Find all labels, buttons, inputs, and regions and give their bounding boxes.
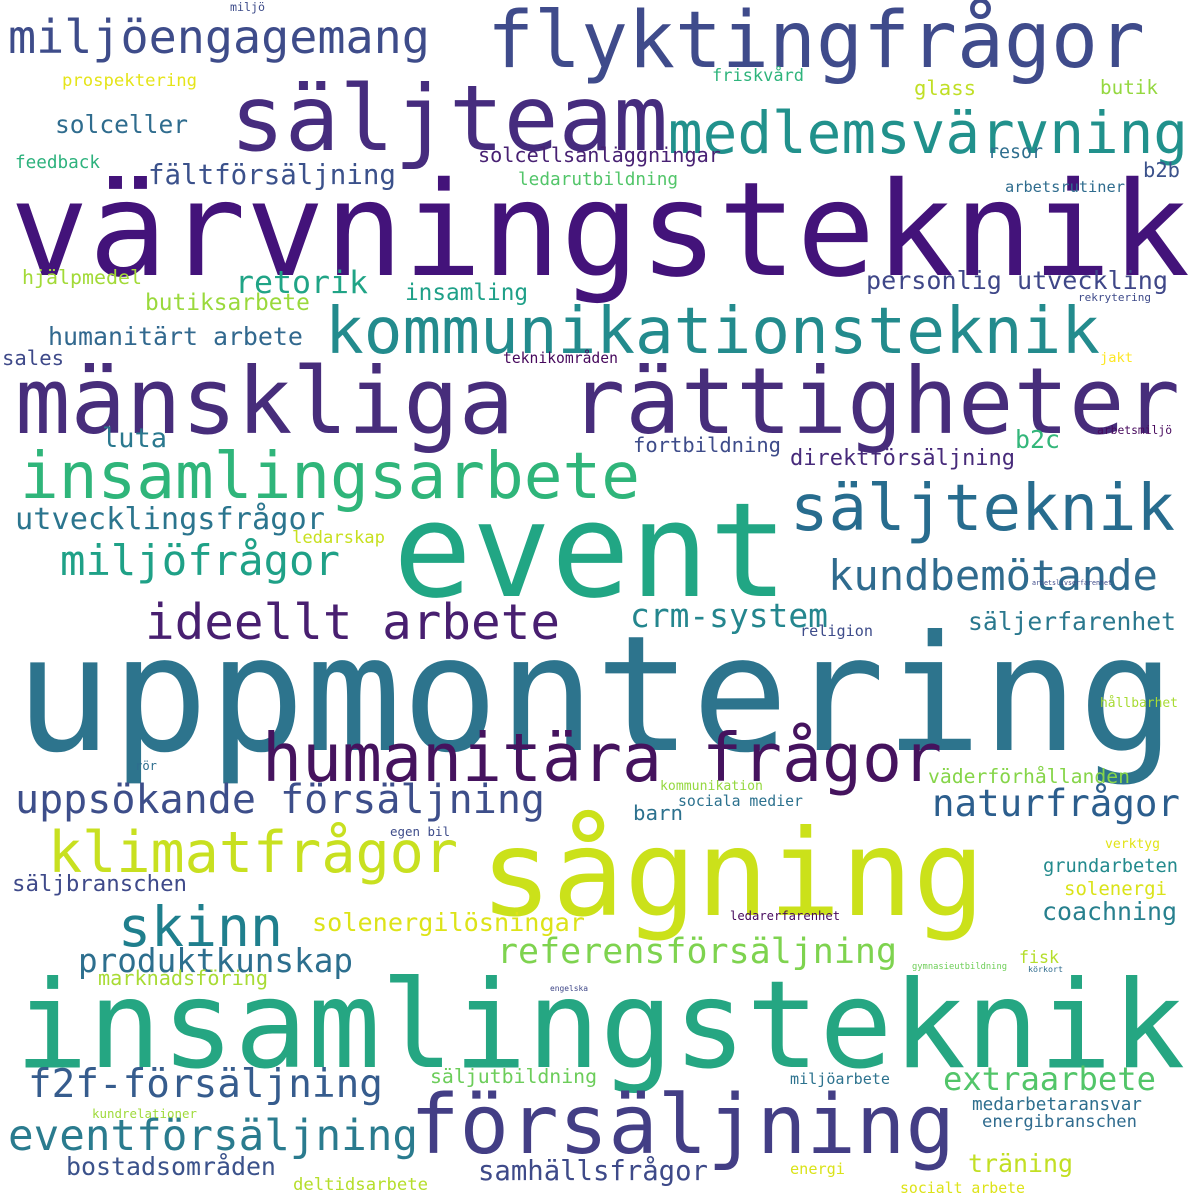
word-friskvard: friskvård <box>712 66 805 86</box>
word-saljteknik: säljteknik <box>790 472 1175 546</box>
word-flyktingfragor: flyktingfrågor <box>487 0 1145 86</box>
word-kommunikation: kommunikation <box>660 779 763 794</box>
word-saljteam: säljteam <box>230 67 668 172</box>
word-feedback: feedback <box>15 153 100 173</box>
word-socialt-arbete: socialt arbete <box>900 1180 1025 1197</box>
word-eventforsaljning: eventförsäljning <box>8 1111 418 1161</box>
word-samhallsfragor: samhällsfrågor <box>478 1156 708 1187</box>
word-klimatfragor: klimatfrågor <box>48 820 458 886</box>
word-teknikomraden: teknikområden <box>503 350 618 367</box>
word-prospektering: prospektering <box>62 71 198 91</box>
word-energibranschen: energibranschen <box>982 1112 1137 1132</box>
word-fortbildning: fortbildning <box>633 433 781 457</box>
word-sociala-medier: sociala medier <box>678 793 803 810</box>
word-ledarutbildning: ledarutbildning <box>518 170 679 190</box>
word-uppsokande-forsaljning: uppsökande försäljning <box>15 777 546 823</box>
word-butik: butik <box>1100 76 1158 99</box>
word-hallbarhet: hållbarhet <box>1100 696 1178 711</box>
word-skinn: skinn <box>118 895 283 959</box>
word-medarbetaransvar: medarbetaransvar <box>972 1095 1142 1115</box>
word-direktforsaljning: direktförsäljning <box>790 446 1016 471</box>
word-gymnasieutbildning: gymnasieutbildning <box>912 962 1007 972</box>
word-f2f-forsaljning: f2f-försäljning <box>28 1062 383 1107</box>
word-traning: träning <box>968 1149 1073 1178</box>
word-varvningsteknik: värvningsteknik <box>10 154 1190 306</box>
word-verktyg: verktyg <box>1105 837 1160 852</box>
word-naturfragor: naturfrågor <box>932 781 1180 825</box>
word-referensforsaljning: referensförsäljning <box>497 932 898 972</box>
word-miljoarbete: miljöarbete <box>790 1070 890 1088</box>
word-produktkunskap: produktkunskap <box>78 942 353 980</box>
word-resor: resor <box>988 142 1043 163</box>
word-b2c: b2c <box>1015 425 1060 454</box>
word-engelska: engelska <box>550 984 589 993</box>
word-uppmontering: uppmontering <box>15 601 1176 788</box>
word-crm-system: crm-system <box>630 596 828 635</box>
word-energi: energi <box>790 1160 845 1178</box>
word-forsaljning: försäljning <box>410 1078 956 1173</box>
word-barn: barn <box>633 801 683 825</box>
word-solcellsanlaggningar: solcellsanläggningar <box>478 143 721 167</box>
word-sales: sales <box>2 346 64 370</box>
word-sagning: sågning <box>480 805 985 944</box>
word-hjalpmedel: hjälpmedel <box>22 266 142 289</box>
word-miljo: miljö <box>230 0 265 14</box>
word-saljbranschen: säljbranschen <box>12 871 187 897</box>
word-miljoengagemang: miljöengagemang <box>8 11 430 65</box>
word-butiksarbete: butiksarbete <box>145 290 310 316</box>
word-fisk: fisk <box>1019 948 1059 967</box>
word-insamlingsarbete: insamlingsarbete <box>20 439 640 514</box>
word-medlemsvarvning: medlemsvärvning <box>668 100 1188 167</box>
word-arbetsrutiner: arbetsrutiner <box>1005 178 1125 196</box>
word-manskliga-rattigheter: mänskliga rättigheter <box>15 347 1180 455</box>
word-retorik: retorik <box>235 265 368 301</box>
word-event: event <box>393 474 789 627</box>
word-utvecklingsfragor: utvecklingsfrågor <box>15 502 325 537</box>
word-vaderforhallanden: väderförhållanden <box>928 765 1130 788</box>
word-saljutbildning: säljutbildning <box>430 1065 598 1088</box>
word-kommunikationsteknik: kommunikationsteknik <box>325 294 1100 369</box>
word-extraarbete: extraarbete <box>943 1060 1156 1098</box>
word-humanitart-arbete: humanitärt arbete <box>48 322 303 351</box>
word-egen-bil: egen bil <box>390 824 450 839</box>
word-solenergi: solenergi <box>1064 878 1167 900</box>
word-arbetsmiljo: arbetsmiljö <box>1097 423 1173 437</box>
word-arbetslivserfarenhet: arbetslivserfarenhet <box>1032 579 1113 587</box>
word-faltforsaljning: fältförsäljning <box>148 160 396 191</box>
word-ledarskap: ledarskap <box>292 528 385 548</box>
word-solenergilosningar: solenergilösningar <box>312 908 585 937</box>
word-marknadsforing: marknadsföring <box>98 966 269 990</box>
word-grundarbeten: grundarbeten <box>1043 856 1179 877</box>
word-solceller: solceller <box>55 110 189 139</box>
word-ror: rör <box>135 759 158 773</box>
word-miljofragor: miljöfrågor <box>60 536 340 585</box>
word-luta: luta <box>102 423 167 454</box>
word-insamling: insamling <box>405 280 529 306</box>
word-glass: glass <box>914 76 976 100</box>
word-bostadsomraden: bostadsområden <box>66 1152 276 1181</box>
word-kundbemotande: kundbemötande <box>828 551 1158 600</box>
word-saljerfarenhet: säljerfarenhet <box>968 607 1176 636</box>
word-deltidsarbete: deltidsarbete <box>293 1175 429 1195</box>
word-coachning: coachning <box>1042 897 1177 926</box>
word-b2b: b2b <box>1143 158 1180 182</box>
word-religion: religion <box>800 622 873 640</box>
word-insamlingsteknik: insamlingsteknik <box>15 954 1186 1096</box>
word-humanitara-fragor: humanitära frågor <box>262 719 942 797</box>
word-personlig-utveckling: personlig utveckling <box>866 266 1168 295</box>
word-korkort: körkort <box>1028 964 1064 974</box>
word-ideellt-arbete: ideellt arbete <box>145 593 560 651</box>
word-kundrelationer: kundrelationer <box>92 1106 197 1121</box>
word-jakt: jakt <box>1100 350 1134 366</box>
word-rekrytering: rekrytering <box>1078 291 1152 304</box>
word-ledarerfarenhet: ledarerfarenhet <box>730 909 841 923</box>
